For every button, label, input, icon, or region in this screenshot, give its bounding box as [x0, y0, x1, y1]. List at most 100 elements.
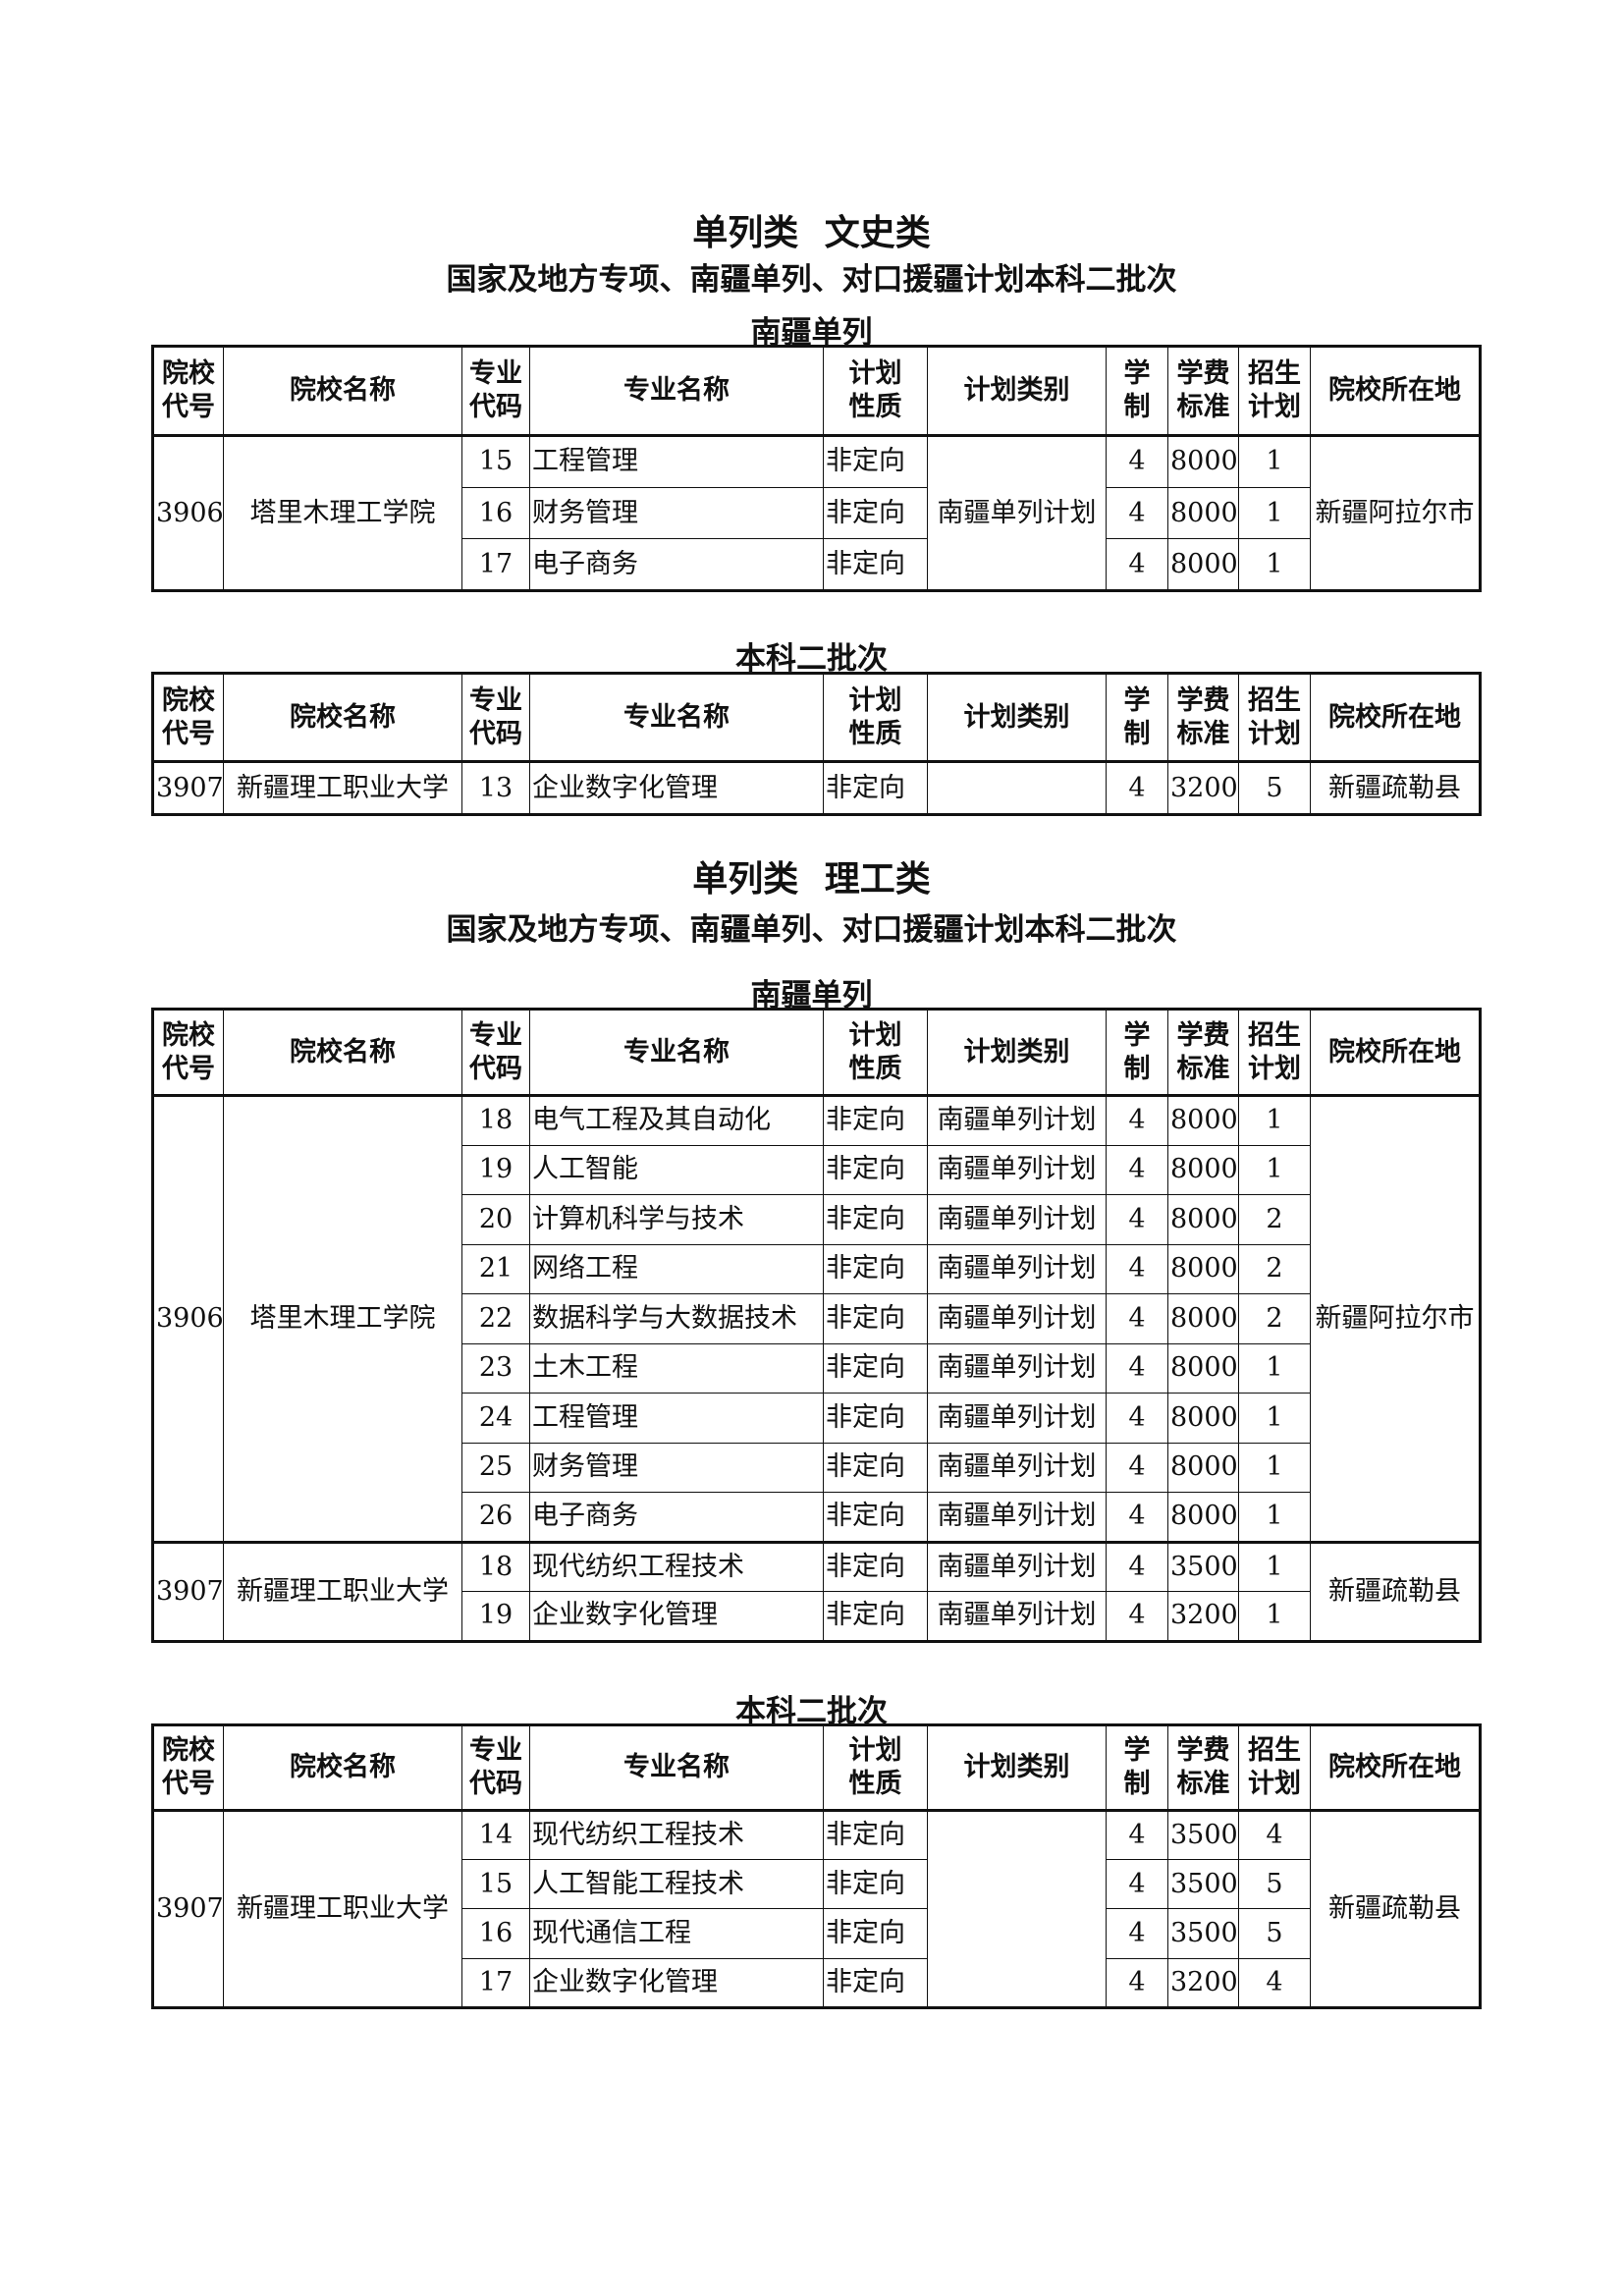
header-text: 学 [1123, 358, 1151, 390]
header-text: 院校所在地 [1328, 1752, 1461, 1783]
column-header: 院校 代号 [152, 1724, 224, 1811]
plan-nature: 非定向 [823, 1957, 928, 2008]
years: 4 [1106, 1442, 1168, 1493]
plan-nature: 非定向 [823, 1541, 928, 1592]
enroll-quota: 1 [1238, 1095, 1311, 1146]
header-text: 院校所在地 [1328, 375, 1461, 407]
major-code: 14 [461, 1809, 530, 1861]
tuition-fee: 8000 [1167, 538, 1239, 592]
table-row: 17 企业数字化管理 非定向 4 3200 4 [153, 1957, 1481, 2008]
table-row: 24 工程管理 非定向 南疆单列计划 4 8000 1 [153, 1393, 1481, 1444]
tuition-fee: 8000 [1167, 1243, 1239, 1294]
header-text: 代号 [162, 392, 215, 422]
plan-type: 南疆单列计划 [927, 434, 1107, 592]
column-header: 学费 标准 [1167, 1009, 1239, 1096]
enroll-quota: 4 [1238, 1957, 1311, 2008]
major-name: 财务管理 [529, 486, 824, 540]
header-text: 招生 [1248, 684, 1301, 716]
header-text: 学费 [1176, 358, 1230, 390]
major-name: 现代纺织工程技术 [529, 1809, 824, 1861]
plan-type: 南疆单列计划 [927, 1591, 1107, 1642]
enrollment-table: 院校 代号 院校名称 专业 代码 专业名称 计划 性质 计划类别学制学费 标准 招生 计划 院校所在地 3… [151, 1723, 1482, 2009]
years: 4 [1106, 1243, 1168, 1294]
tuition-fee: 3500 [1167, 1541, 1239, 1592]
major-code: 18 [461, 1095, 530, 1146]
plan-nature: 非定向 [823, 1393, 928, 1444]
major-code: 19 [461, 1144, 530, 1195]
header-text: 代号 [162, 1769, 215, 1799]
column-header: 招生 计划 [1238, 673, 1311, 762]
header-text: 学 [1123, 684, 1151, 716]
major-code: 20 [461, 1194, 530, 1245]
major-name: 电子商务 [529, 1492, 824, 1543]
plan-nature: 非定向 [823, 1144, 928, 1195]
major-code: 23 [461, 1342, 530, 1394]
major-code: 18 [461, 1541, 530, 1592]
header-text: 性质 [848, 718, 902, 749]
plan-type: 南疆单列计划 [927, 1293, 1107, 1344]
header-text: 院校名称 [290, 1036, 396, 1067]
header-text: 院校名称 [290, 701, 396, 733]
years: 4 [1106, 1293, 1168, 1344]
plan-nature: 非定向 [823, 538, 928, 592]
column-header: 专业 代码 [461, 346, 530, 436]
tuition-fee: 8000 [1167, 435, 1239, 488]
school-code: 3907 [152, 1810, 224, 2008]
header-text: 计划类别 [963, 701, 1070, 733]
school-name: 塔里木理工学院 [223, 1095, 462, 1543]
column-header: 计划类别 [927, 1724, 1107, 1811]
plan-type: 南疆单列计划 [927, 1492, 1107, 1543]
header-text: 制 [1123, 718, 1151, 749]
major-name: 数据科学与大数据技术 [529, 1293, 824, 1344]
table-label: 本科二批次 [735, 641, 888, 677]
column-header: 学制 [1106, 673, 1168, 762]
enroll-quota: 1 [1238, 1541, 1311, 1592]
major-code: 26 [461, 1492, 530, 1543]
column-header: 计划 性质 [823, 673, 928, 762]
enroll-quota: 1 [1238, 538, 1311, 592]
header-text: 招生 [1248, 1735, 1301, 1767]
column-header: 招生 计划 [1238, 1009, 1311, 1096]
major-code: 17 [461, 1957, 530, 2008]
tuition-fee: 3200 [1167, 1957, 1239, 2008]
plan-nature: 非定向 [823, 1194, 928, 1245]
header-text: 性质 [848, 392, 902, 422]
column-header: 专业名称 [529, 1009, 824, 1096]
header-text: 制 [1123, 392, 1151, 422]
years: 4 [1106, 486, 1168, 540]
major-name: 财务管理 [529, 1442, 824, 1493]
table-row: 25 财务管理 非定向 南疆单列计划 4 8000 1 [153, 1442, 1481, 1493]
enroll-quota: 5 [1238, 1859, 1311, 1910]
column-header: 计划类别 [927, 1009, 1107, 1096]
column-header: 计划 性质 [823, 346, 928, 436]
tuition-fee: 8000 [1167, 1095, 1239, 1146]
header-text: 计划 [1248, 718, 1301, 749]
major-code: 22 [461, 1293, 530, 1344]
enroll-quota: 1 [1238, 1342, 1311, 1394]
header-text: 标准 [1176, 1769, 1230, 1799]
years: 4 [1106, 1591, 1168, 1642]
school-code: 3906 [152, 1095, 224, 1543]
major-code: 15 [461, 1859, 530, 1910]
school-code: 3907 [152, 1541, 224, 1642]
column-header: 专业 代码 [461, 1724, 530, 1811]
header-row: 院校 代号 院校名称 专业 代码 专业名称 计划 性质 计划类别学制学费 标准 招生 计划 院校所在地 [152, 673, 1481, 762]
header-text: 专业名称 [623, 701, 730, 733]
tuition-fee: 3200 [1167, 761, 1239, 815]
column-header: 学费 标准 [1167, 1724, 1239, 1811]
plan-nature: 非定向 [823, 1095, 928, 1146]
header-text: 性质 [848, 1053, 902, 1084]
major-name: 网络工程 [529, 1243, 824, 1294]
major-code: 15 [461, 435, 530, 488]
years: 4 [1106, 1194, 1168, 1245]
column-header: 专业名称 [529, 346, 824, 436]
plan-nature: 非定向 [823, 486, 928, 540]
header-text: 院校名称 [290, 1752, 396, 1783]
enroll-quota: 1 [1238, 1393, 1311, 1444]
header-text: 学费 [1176, 1019, 1230, 1051]
header-text: 计划 [1248, 1053, 1301, 1084]
school-location: 新疆疏勒县 [1310, 761, 1481, 815]
column-header: 院校 代号 [152, 346, 224, 436]
header-text: 代码 [469, 718, 522, 749]
major-code: 24 [461, 1393, 530, 1444]
